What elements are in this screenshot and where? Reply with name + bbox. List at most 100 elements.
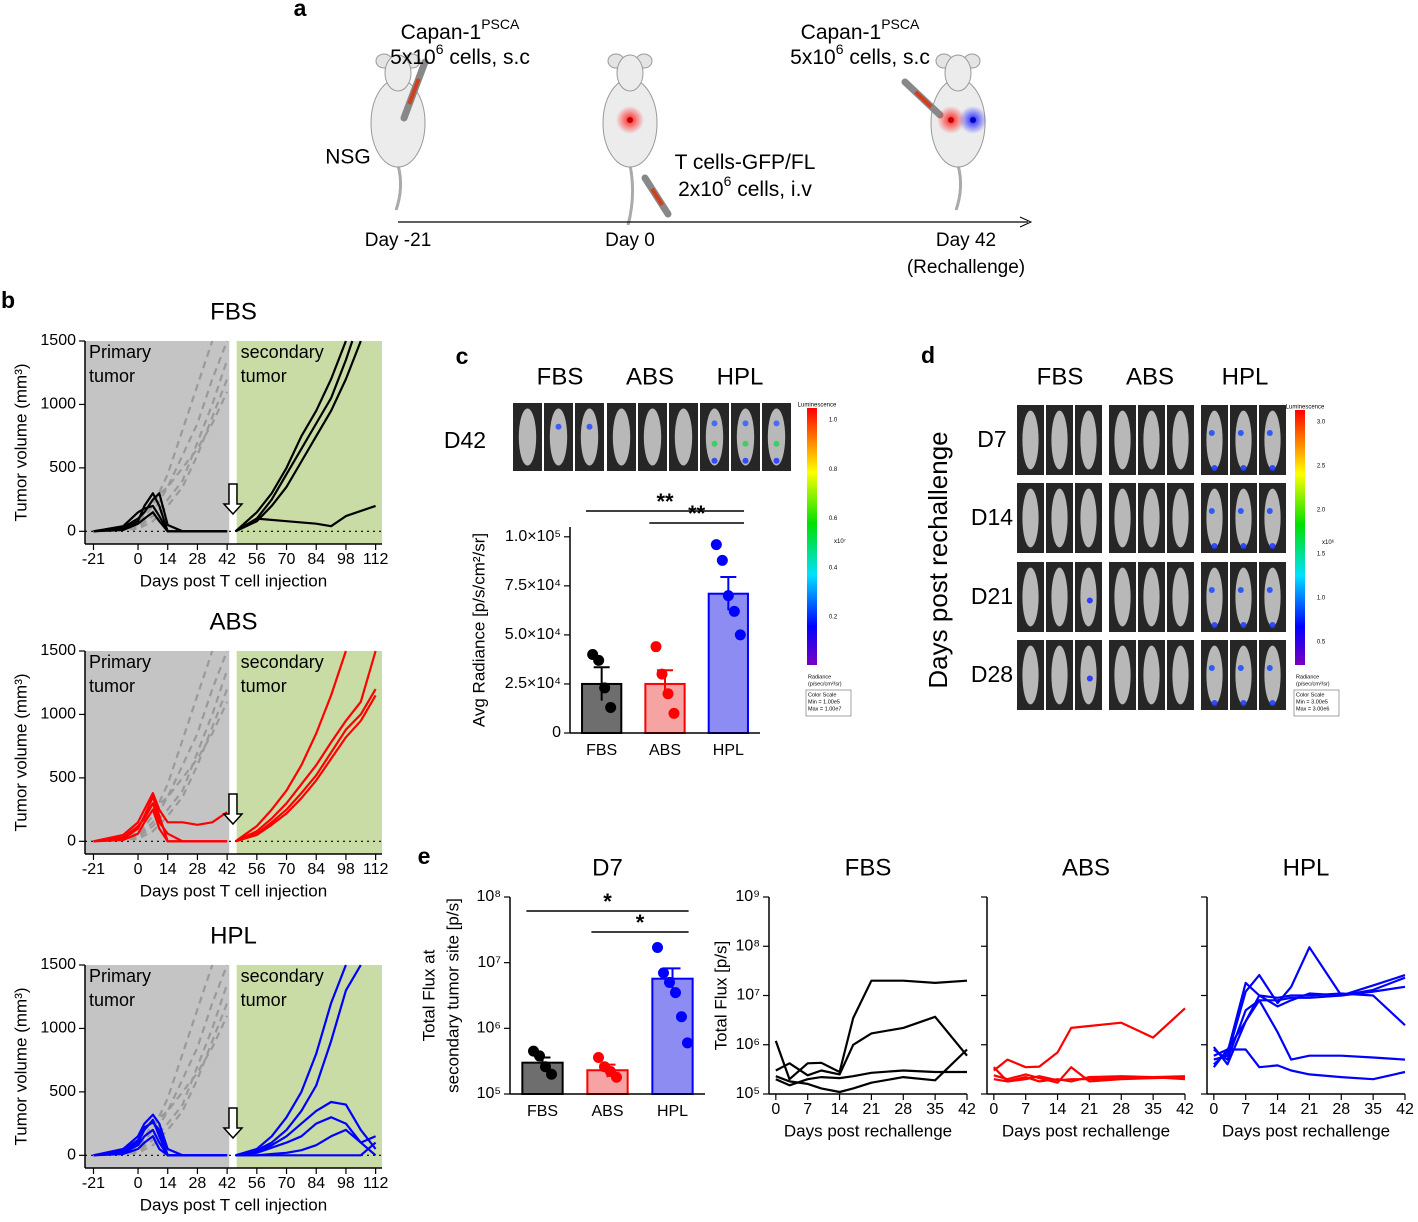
- syringe-fluid: [914, 90, 933, 109]
- x-tick-label: HPL: [657, 1103, 688, 1120]
- data-point: [540, 1061, 551, 1073]
- bli-signal: [1269, 543, 1276, 549]
- series-line: [93, 1135, 228, 1157]
- x-axis-label: Days post T cell injection: [140, 1195, 327, 1214]
- region: [236, 965, 382, 1168]
- bli-signal: [1269, 622, 1276, 628]
- series-line: [235, 340, 362, 533]
- label: 1.5: [1317, 552, 1326, 558]
- bli-mouse: [1235, 488, 1252, 548]
- bar: [707, 592, 749, 735]
- label: 1.0: [1317, 596, 1326, 602]
- bli-signal: [773, 457, 780, 464]
- bli-mouse: [1022, 410, 1039, 470]
- x-tick-label: -21: [82, 1175, 105, 1192]
- bli-mouse: [767, 408, 786, 466]
- x-tick-label: 84: [307, 1175, 325, 1192]
- region-label: tumor: [241, 990, 287, 1010]
- bli-signal: [1266, 508, 1273, 514]
- significance-label: *: [603, 889, 612, 914]
- bli-mouse: [1143, 567, 1160, 627]
- data-point: [662, 688, 674, 700]
- x-tick-label: 21: [863, 1101, 881, 1118]
- series-line: [93, 340, 214, 533]
- x-tick-label: 98: [337, 551, 355, 568]
- data-point: [593, 1051, 604, 1063]
- bli-signal: [1266, 665, 1273, 671]
- bli-mouse: [1206, 488, 1223, 548]
- bli-mouse: [549, 408, 568, 466]
- series-line: [93, 492, 228, 533]
- text-run: cells, s.c: [443, 46, 529, 69]
- x-tick-label: 21: [1081, 1101, 1099, 1118]
- x-tick-label: 56: [248, 1175, 266, 1192]
- series-line: [93, 983, 229, 1157]
- x-tick-label: 70: [278, 1175, 296, 1192]
- series-line: [235, 504, 376, 533]
- y-tick-label: 500: [49, 1083, 76, 1100]
- label: Radiance: [808, 674, 831, 680]
- significance-label: **: [656, 489, 674, 514]
- chart-title: D7: [592, 854, 623, 881]
- series-line: [234, 650, 347, 843]
- label: D28: [971, 661, 1013, 687]
- bli-mouse: [612, 408, 631, 466]
- y-tick-label: 500: [49, 769, 76, 786]
- bli-mouse: [1114, 645, 1131, 705]
- x-tick-label: 0: [134, 861, 143, 878]
- region-label: secondary: [241, 342, 324, 362]
- label: Max = 3.00e6: [1296, 706, 1329, 712]
- data-point: [710, 539, 722, 551]
- x-tick-label: 7: [803, 1101, 812, 1118]
- series-line: [235, 1141, 377, 1157]
- region: [85, 965, 230, 1168]
- label: (p/sec/cm²/sr): [1296, 681, 1330, 687]
- series-line: [235, 650, 377, 843]
- y-tick-label: 1500: [40, 956, 76, 973]
- bli-mouse: [1080, 410, 1097, 470]
- x-tick-label: -21: [82, 861, 105, 878]
- x-axis-label: Days post rechallenge: [1002, 1121, 1170, 1140]
- data-point: [716, 554, 728, 566]
- y-tick-label: 10⁹: [735, 888, 760, 905]
- text-run: T cells-GFP/FL: [675, 151, 816, 174]
- chart-title: ABS: [209, 608, 257, 635]
- data-point: [593, 654, 605, 666]
- chart-title: HPL: [1283, 854, 1330, 881]
- region: [85, 341, 230, 544]
- bli-signal: [1086, 597, 1093, 604]
- bli-mouse: [1080, 488, 1097, 548]
- bli-mouse: [1022, 488, 1039, 548]
- x-axis-label: Days post rechallenge: [1222, 1121, 1390, 1140]
- y-axis-label: Tumor volume (mm³): [11, 673, 30, 831]
- bli-mouse: [1051, 410, 1068, 470]
- y-tick-label: 10⁸: [735, 937, 760, 954]
- chart-title: ABS: [1062, 854, 1110, 881]
- data-point: [658, 967, 669, 979]
- label: FBS: [537, 363, 584, 390]
- superscript: 6: [724, 173, 732, 189]
- x-tick-label: -21: [82, 551, 105, 568]
- bli-mouse: [1172, 645, 1189, 705]
- text-run: cells, i.v: [731, 178, 812, 201]
- y-tick-label: 2.5×10⁴: [505, 675, 561, 692]
- y-axis-label: Tumor volume (mm³): [11, 363, 30, 521]
- bli-signal: [1211, 543, 1218, 549]
- series-line: [235, 1100, 377, 1157]
- x-tick-label: 70: [278, 551, 296, 568]
- x-tick-label: 0: [134, 1175, 143, 1192]
- bli-signal: [1208, 508, 1215, 514]
- bli-signal: [555, 423, 562, 430]
- y-tick-label: 0: [67, 833, 76, 850]
- data-point: [652, 942, 663, 954]
- data-point: [650, 641, 662, 653]
- label: Min = 1.00e5: [808, 699, 840, 705]
- y-tick-label: 1500: [40, 642, 76, 659]
- label: Color Scale: [1296, 692, 1324, 698]
- panel-label: e: [418, 843, 431, 869]
- label: Day 0: [605, 230, 655, 251]
- x-tick-label: 28: [189, 861, 207, 878]
- label: Radiance: [1296, 674, 1319, 680]
- y-tick-label: 0: [67, 523, 76, 540]
